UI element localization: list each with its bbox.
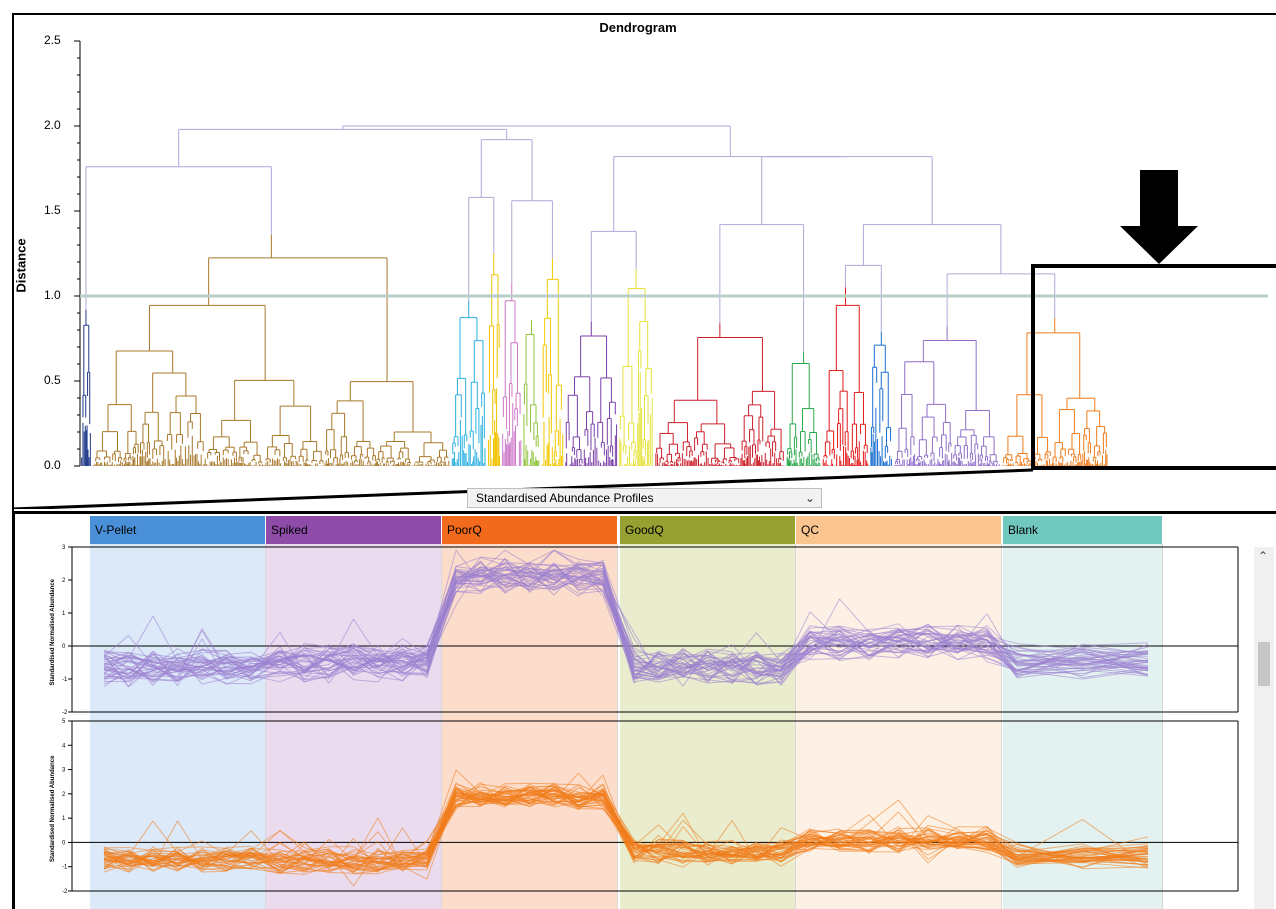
y-axis-label: Distance bbox=[13, 238, 29, 293]
dendrogram-chart bbox=[11, 40, 1276, 509]
condition-header: GoodQ bbox=[620, 516, 795, 544]
y-tick-label: 0.0 bbox=[44, 458, 61, 472]
y-tick-label: 0.5 bbox=[44, 373, 61, 387]
condition-column-poorq bbox=[442, 544, 618, 909]
chevron-down-icon: ⌄ bbox=[804, 491, 815, 505]
dendrogram-title: Dendrogram bbox=[599, 20, 677, 35]
down-arrow-icon bbox=[1120, 170, 1198, 264]
condition-header: PoorQ bbox=[442, 516, 617, 544]
y-tick-label: 1.5 bbox=[44, 203, 61, 217]
y-tick-label: 1.0 bbox=[44, 288, 61, 302]
y-tick-label: 2.0 bbox=[44, 118, 61, 132]
scroll-thumb[interactable] bbox=[1258, 642, 1270, 686]
condition-header: Blank bbox=[1003, 516, 1162, 544]
condition-column-v-pellet bbox=[90, 544, 266, 909]
condition-header: QC bbox=[796, 516, 1001, 544]
condition-column-goodq bbox=[620, 544, 796, 909]
condition-column-spiked bbox=[266, 544, 442, 909]
y-tick-label: 2.5 bbox=[44, 33, 61, 47]
condition-header: Spiked bbox=[266, 516, 441, 544]
profile-type-dropdown[interactable]: Standardised Abundance Profiles ⌄ bbox=[467, 488, 822, 508]
condition-column-blank bbox=[1003, 544, 1163, 909]
highlighted-clusters-box bbox=[1031, 264, 1276, 470]
condition-column-qc bbox=[796, 544, 1002, 909]
condition-header: V-Pellet bbox=[90, 516, 265, 544]
profiles-scrollbar[interactable]: ⌃ bbox=[1254, 547, 1274, 909]
profile-type-value: Standardised Abundance Profiles bbox=[476, 491, 654, 505]
scroll-up-icon[interactable]: ⌃ bbox=[1258, 549, 1269, 563]
